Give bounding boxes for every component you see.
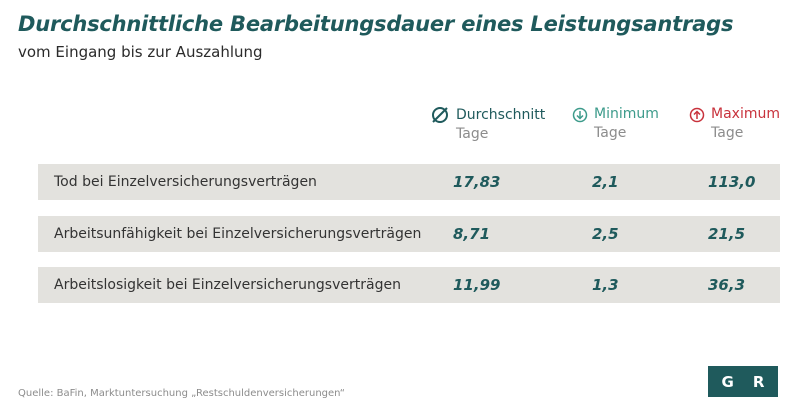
column-header-average: Durchschnitt Tage: [430, 105, 545, 144]
value-maximum: 113,0: [708, 173, 756, 191]
value-maximum: 21,5: [708, 225, 746, 243]
column-header-maximum: Maximum Tage: [689, 105, 780, 143]
arrow-up-circle-icon: [689, 107, 705, 123]
column-label-minimum: Minimum: [594, 106, 659, 122]
value-average: 11,99: [453, 276, 501, 294]
chart-subtitle: vom Eingang bis zur Auszahlung: [18, 43, 263, 61]
table-row: Arbeitslosigkeit bei Einzelversicherungs…: [38, 267, 780, 303]
chart-title: Durchschnittliche Bearbeitungsdauer eine…: [18, 12, 734, 36]
arrow-down-circle-icon: [572, 107, 588, 123]
column-unit-maximum: Tage: [711, 125, 744, 141]
value-minimum: 1,3: [592, 276, 619, 294]
source-note: Quelle: BaFin, Marktuntersuchung „Restsc…: [18, 388, 345, 399]
row-label: Tod bei Einzelversicherungsverträgen: [54, 174, 317, 190]
value-minimum: 2,5: [592, 225, 619, 243]
row-label: Arbeitslosigkeit bei Einzelversicherungs…: [54, 277, 401, 293]
row-label: Arbeitsunfähigkeit bei Einzelversicherun…: [54, 226, 422, 242]
value-average: 8,71: [453, 225, 491, 243]
column-unit-average: Tage: [456, 126, 489, 142]
logo-letter-r: R: [752, 372, 765, 391]
column-header-minimum: Minimum Tage: [572, 105, 659, 143]
column-unit-minimum: Tage: [594, 125, 627, 141]
column-label-average: Durchschnitt: [456, 106, 546, 123]
average-icon: [430, 105, 450, 125]
value-minimum: 2,1: [592, 173, 619, 191]
brand-logo: G R: [708, 366, 778, 397]
value-average: 17,83: [453, 173, 501, 191]
table-row: Arbeitsunfähigkeit bei Einzelversicherun…: [38, 216, 780, 252]
table-row: Tod bei Einzelversicherungsverträgen 17,…: [38, 164, 780, 200]
logo-letter-g: G: [721, 372, 734, 391]
value-maximum: 36,3: [708, 276, 746, 294]
column-label-maximum: Maximum: [711, 106, 780, 122]
